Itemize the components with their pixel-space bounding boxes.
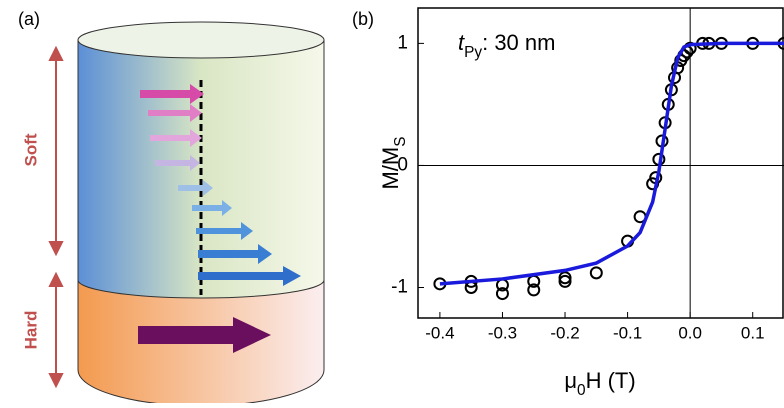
x-tick-label: 0.1 — [741, 323, 765, 342]
x-tick-label: 0.0 — [678, 323, 702, 342]
annotation-part: : 30 nm — [482, 30, 555, 55]
region-label: Hard — [21, 311, 40, 350]
x-axis-label-part: μ — [564, 368, 577, 393]
annotation-part: Py — [464, 44, 482, 61]
x-axis-label-part: H (T) — [586, 368, 636, 393]
panel-label: (b) — [352, 9, 374, 29]
panel-label: (a) — [18, 9, 40, 29]
x-tick-label: -0.4 — [425, 323, 454, 342]
y-axis-label-part: S — [392, 136, 409, 146]
y-tick-label: 1 — [397, 32, 408, 53]
cylinder-top — [78, 22, 324, 58]
region-label: Soft — [21, 133, 40, 166]
panel-a: (a) Soft Hard — [18, 9, 324, 403]
x-axis-label-part: 0 — [577, 382, 586, 399]
x-axis-label: μ0H (T) — [564, 368, 635, 399]
x-tick-label: -0.1 — [613, 323, 642, 342]
y-axis-label-part: M/M — [378, 147, 403, 190]
annotation: tPy: 30 nm — [458, 30, 555, 61]
x-tick-label: -0.3 — [488, 323, 517, 342]
panel-b: (b) -0.4 -0.3 -0.2 -0.1 0.0 0.1 -1 0 1 μ0H (T) M/M… — [352, 8, 784, 399]
region-arrows — [50, 48, 62, 386]
x-tick-label: -0.2 — [550, 323, 579, 342]
data-point — [591, 267, 602, 278]
y-tick-label: -1 — [391, 277, 408, 298]
fit-line — [440, 43, 784, 283]
figure: (a) Soft Hard (b) -0.4 -0.3 -0.2 -0.1 0.0 0.1… — [0, 0, 784, 403]
